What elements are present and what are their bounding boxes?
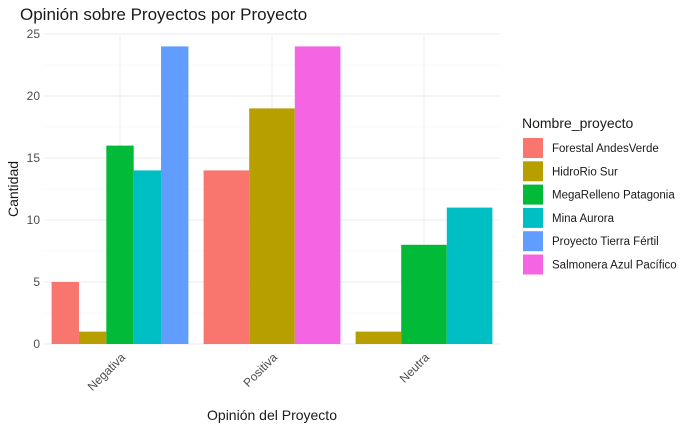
legend-swatch <box>523 184 543 205</box>
y-tick-label: 10 <box>27 213 41 227</box>
y-tick-label: 20 <box>27 89 41 103</box>
legend-swatch <box>523 207 543 228</box>
legend-label: Forestal AndesVerde <box>552 143 659 155</box>
legend-label: Mina Aurora <box>552 213 615 225</box>
y-tick-label: 15 <box>27 151 41 165</box>
bar <box>446 207 493 344</box>
bar <box>249 108 295 345</box>
legend-swatch <box>523 138 543 158</box>
bar <box>106 145 134 344</box>
y-tick-label: 5 <box>33 275 40 289</box>
y-tick-label: 25 <box>27 27 41 41</box>
x-tick-label: Neutra <box>397 350 433 386</box>
legend-label: Proyecto Tierra Fértil <box>552 236 659 248</box>
bar <box>133 170 162 344</box>
x-tick-label: Negativa <box>85 350 129 394</box>
legend-label: MegaRelleno Patagonia <box>552 190 675 202</box>
chart-title: Opinión sobre Proyectos por Proyecto <box>20 5 307 24</box>
bar <box>161 46 189 345</box>
legend: Nombre_proyecto Forestal AndesVerde Hidro… <box>522 115 677 275</box>
legend-swatch <box>523 231 543 252</box>
bar <box>78 331 107 344</box>
bar <box>203 170 250 344</box>
legend-title: Nombre_proyecto <box>522 115 633 131</box>
y-tick-labels: 0 5 10 15 20 25 <box>27 27 41 351</box>
legend-items: Forestal AndesVerde HidroRio Sur MegaRelle… <box>523 138 677 275</box>
legend-label: HidroRio Sur <box>552 166 618 178</box>
x-tick-label: Positiva <box>241 350 281 390</box>
x-axis-title: Opinión del Proyecto <box>207 407 337 423</box>
legend-label: Salmonera Azul Pacífico <box>552 260 677 272</box>
bar <box>51 282 79 344</box>
legend-swatch <box>523 254 543 275</box>
y-axis-title: Cantidad <box>5 161 21 217</box>
bars <box>51 46 493 345</box>
legend-swatch <box>523 161 543 182</box>
x-tick-labels: Negativa Positiva Neutra <box>85 350 433 394</box>
bar <box>401 244 447 344</box>
y-tick-label: 0 <box>33 337 40 351</box>
bar <box>294 46 341 345</box>
bar <box>355 331 402 344</box>
